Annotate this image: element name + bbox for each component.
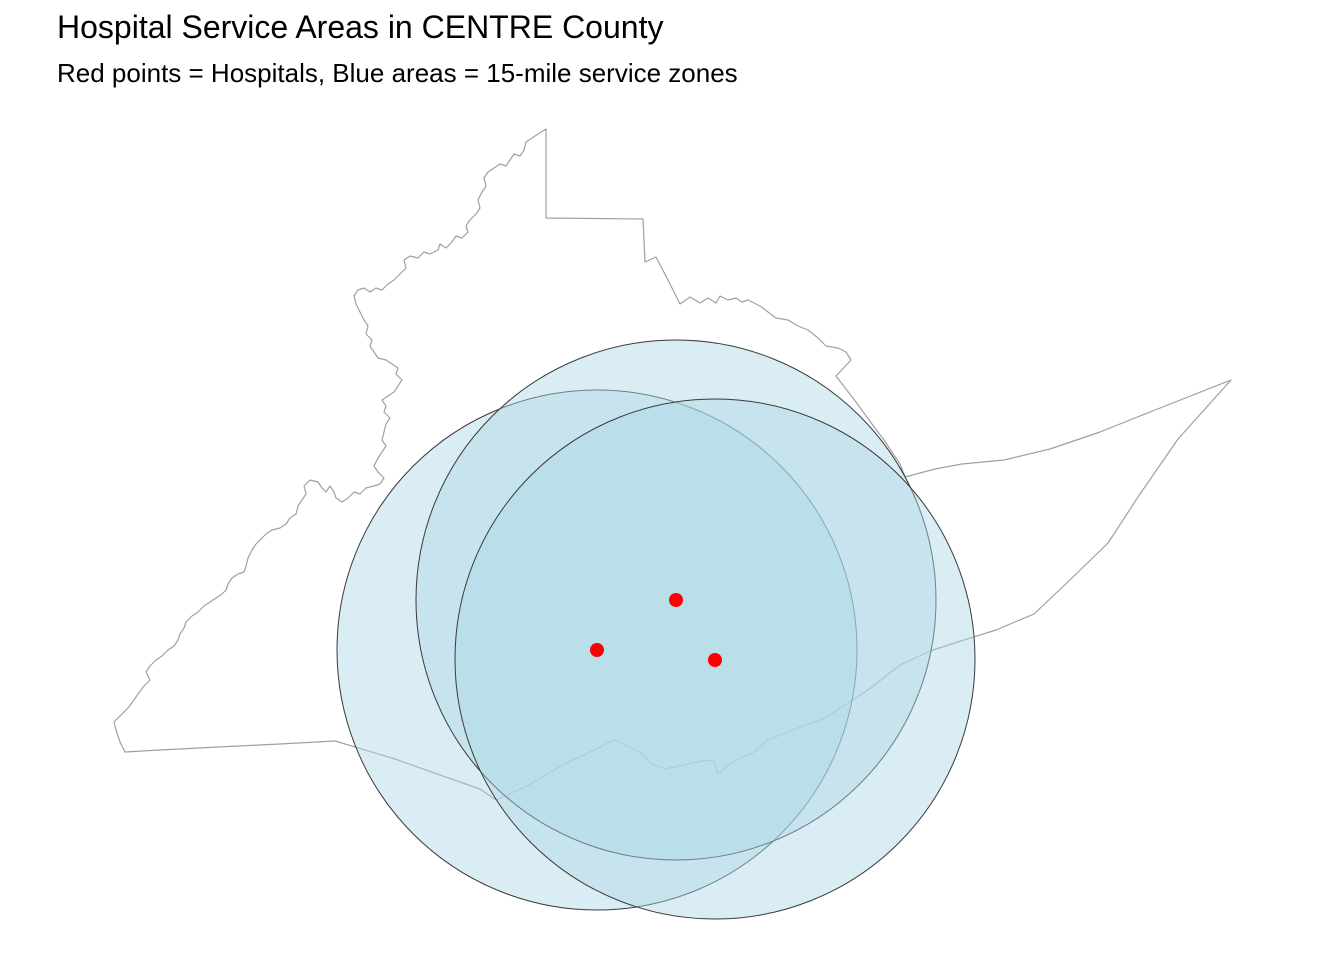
hospital-point[interactable] <box>708 653 722 667</box>
hospital-point[interactable] <box>590 643 604 657</box>
map-title: Hospital Service Areas in CENTRE County <box>57 9 664 45</box>
hospital-point[interactable] <box>669 593 683 607</box>
county-boundary <box>113 128 1232 801</box>
map-subtitle: Red points = Hospitals, Blue areas = 15-… <box>57 58 738 88</box>
